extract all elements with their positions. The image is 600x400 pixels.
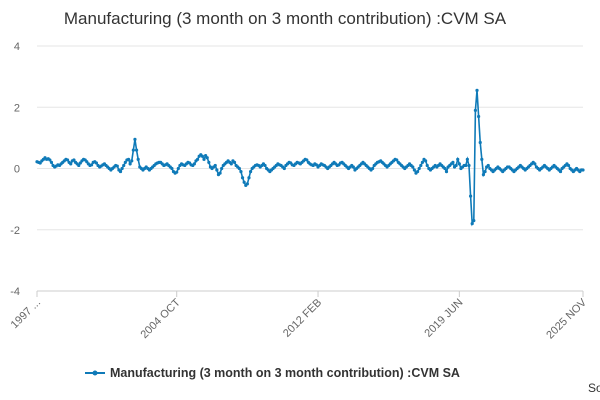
point xyxy=(220,166,224,171)
point xyxy=(200,154,205,158)
point xyxy=(473,108,478,112)
point xyxy=(425,163,429,168)
point xyxy=(49,160,54,164)
y-tick-label: 2 xyxy=(14,102,20,114)
source: Source: xyxy=(588,381,600,395)
point xyxy=(48,158,52,162)
point xyxy=(468,194,473,198)
point xyxy=(123,160,127,164)
point xyxy=(411,165,415,169)
point xyxy=(133,137,137,142)
point xyxy=(215,168,219,172)
point xyxy=(240,176,245,180)
point xyxy=(470,222,474,226)
point xyxy=(134,148,139,152)
point xyxy=(282,166,286,171)
point xyxy=(420,160,425,164)
point xyxy=(483,169,487,174)
x-tick-label: 2025 NOV xyxy=(544,296,589,341)
point xyxy=(464,163,468,168)
series-line xyxy=(36,90,583,227)
point xyxy=(454,163,458,168)
point xyxy=(263,163,267,168)
point xyxy=(170,166,174,171)
point xyxy=(371,166,375,171)
point xyxy=(351,165,355,169)
point xyxy=(118,169,123,174)
point xyxy=(248,169,253,174)
point xyxy=(475,88,479,93)
point xyxy=(443,166,447,171)
point xyxy=(237,166,241,171)
point xyxy=(126,157,131,161)
point xyxy=(69,162,73,166)
point xyxy=(467,163,471,168)
chart-title: Manufacturing (3 month on 3 month contri… xyxy=(64,9,507,28)
point xyxy=(136,157,140,161)
point xyxy=(417,166,421,171)
point xyxy=(192,162,196,166)
point xyxy=(305,158,309,162)
point xyxy=(175,170,179,174)
point xyxy=(415,169,420,174)
x-tick-label: 2019 JUN xyxy=(422,297,465,340)
point xyxy=(412,168,416,172)
point xyxy=(419,163,423,168)
point xyxy=(477,114,481,119)
point xyxy=(247,176,251,180)
y-tick-label: -4 xyxy=(10,286,20,298)
point xyxy=(457,162,461,166)
point xyxy=(232,160,237,164)
legend-marker xyxy=(92,370,98,376)
point xyxy=(65,158,70,162)
point xyxy=(131,148,135,152)
x-tick-label: 2004 OCT xyxy=(138,296,183,341)
point xyxy=(205,156,209,160)
point xyxy=(245,182,249,186)
point xyxy=(90,163,94,167)
point xyxy=(472,218,476,223)
point xyxy=(424,159,428,163)
point xyxy=(581,168,585,172)
point xyxy=(213,163,217,168)
point xyxy=(218,171,222,175)
point xyxy=(115,164,119,168)
point xyxy=(122,163,126,168)
point xyxy=(72,158,76,162)
legend-label: Manufacturing (3 month on 3 month contri… xyxy=(110,366,460,380)
point xyxy=(202,157,206,161)
x-tick-label: 2012 FEB xyxy=(281,297,324,340)
point xyxy=(558,169,563,174)
point xyxy=(239,169,243,174)
point xyxy=(566,163,571,168)
point xyxy=(77,163,81,168)
point xyxy=(130,159,134,163)
y-tick-label: 4 xyxy=(14,41,20,53)
point xyxy=(128,162,132,166)
point xyxy=(465,157,469,161)
x-tick-label: 1997 ... xyxy=(9,297,43,331)
point xyxy=(229,162,233,166)
point xyxy=(120,166,124,171)
point xyxy=(195,157,200,161)
y-tick-label: 0 xyxy=(14,164,20,176)
point xyxy=(478,140,482,145)
point xyxy=(444,169,449,174)
point xyxy=(480,157,484,161)
point xyxy=(451,160,455,164)
point xyxy=(533,162,537,166)
point xyxy=(176,166,180,171)
point xyxy=(94,161,99,165)
point xyxy=(242,180,246,184)
point xyxy=(395,158,399,162)
point xyxy=(486,163,490,168)
point xyxy=(207,160,211,164)
point xyxy=(456,157,460,161)
y-tick-label: -2 xyxy=(10,225,20,237)
point xyxy=(481,173,486,177)
